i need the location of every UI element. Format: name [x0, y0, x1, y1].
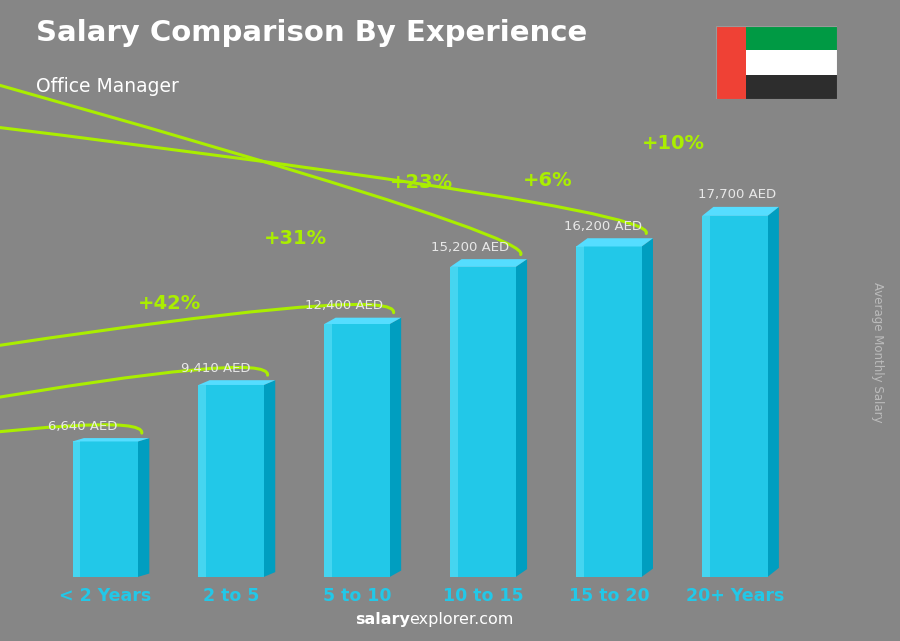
- Polygon shape: [516, 259, 527, 577]
- Polygon shape: [324, 318, 401, 324]
- Text: Average Monthly Salary: Average Monthly Salary: [871, 282, 884, 423]
- Text: Office Manager: Office Manager: [36, 77, 179, 96]
- Polygon shape: [138, 438, 149, 577]
- Bar: [198, 385, 264, 577]
- Bar: [450, 267, 516, 577]
- Text: +42%: +42%: [139, 294, 202, 313]
- Bar: [576, 247, 584, 577]
- Bar: [746, 75, 837, 99]
- Bar: [702, 216, 710, 577]
- Bar: [716, 26, 746, 99]
- Text: +23%: +23%: [391, 172, 454, 192]
- Bar: [746, 26, 837, 50]
- Polygon shape: [576, 238, 653, 247]
- Bar: [73, 442, 80, 577]
- Bar: [198, 385, 206, 577]
- Polygon shape: [264, 380, 275, 577]
- Text: 16,200 AED: 16,200 AED: [563, 220, 642, 233]
- Polygon shape: [198, 380, 275, 385]
- Polygon shape: [702, 207, 778, 216]
- Text: explorer.com: explorer.com: [410, 612, 514, 627]
- Polygon shape: [642, 238, 653, 577]
- Bar: [702, 216, 768, 577]
- Text: 9,410 AED: 9,410 AED: [181, 362, 251, 375]
- Polygon shape: [390, 318, 401, 577]
- Polygon shape: [768, 207, 778, 577]
- Polygon shape: [73, 438, 149, 442]
- Text: salary: salary: [355, 612, 410, 627]
- Text: +31%: +31%: [265, 229, 328, 248]
- Bar: [576, 247, 642, 577]
- Text: 15,200 AED: 15,200 AED: [431, 241, 509, 254]
- Bar: [73, 442, 138, 577]
- Bar: [324, 324, 390, 577]
- Text: 12,400 AED: 12,400 AED: [305, 299, 383, 312]
- Text: 6,640 AED: 6,640 AED: [48, 420, 117, 433]
- Bar: [324, 324, 332, 577]
- Bar: [450, 267, 458, 577]
- Polygon shape: [450, 259, 527, 267]
- Bar: [746, 50, 837, 75]
- Text: +10%: +10%: [642, 134, 705, 153]
- Text: 17,700 AED: 17,700 AED: [698, 188, 777, 201]
- Text: +6%: +6%: [523, 171, 572, 190]
- Text: Salary Comparison By Experience: Salary Comparison By Experience: [36, 19, 587, 47]
